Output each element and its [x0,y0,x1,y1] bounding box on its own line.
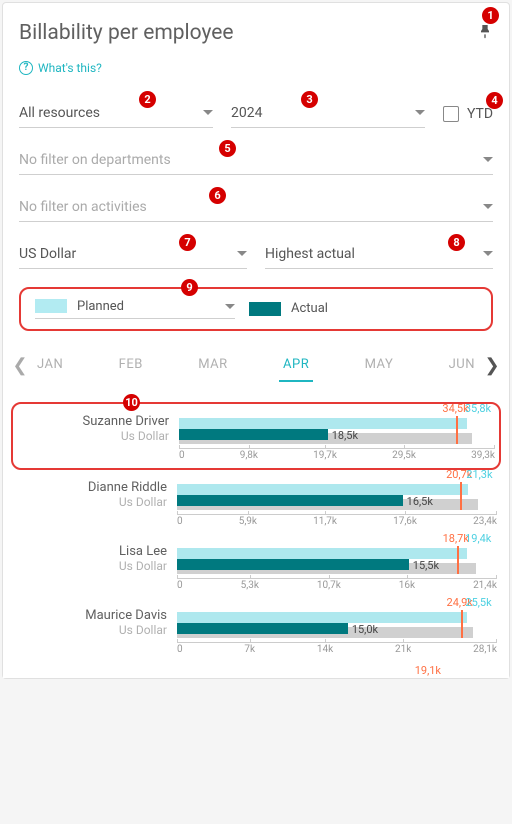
planned-label: Planned [77,299,215,314]
year-value: 2024 [231,105,262,121]
employee-row: Dianne RiddleUs Dollar20,7k21,3k16,5k05,… [11,470,501,534]
employee-chart-area: 10Suzanne DriverUs Dollar34,5k35,8k18,5k… [3,394,509,678]
employee-subtitle: Us Dollar [15,623,167,637]
help-icon: ? [19,61,33,75]
activity-value: No filter on activities [19,199,147,215]
employee-row: Maurice DavisUs Dollar24,9k25,5k15,0k07k… [11,598,501,662]
sort-value: Highest actual [265,246,355,262]
chevron-down-icon [483,251,493,256]
actual-value: 15,5k [413,559,439,572]
actual-value: 16,5k [407,495,433,508]
year-select[interactable]: 2024 3 [231,99,425,128]
axis: 05,9k11,7k17,6k23,4k [177,514,497,527]
sort-select[interactable]: Highest actual 8 [265,240,493,269]
planned-swatch [35,299,67,313]
employee-subtitle: Us Dollar [15,495,167,509]
chevron-down-icon [415,110,425,115]
target-value-peek: 19,1k [415,664,441,677]
callout-badge-3: 3 [301,91,318,108]
checkbox-icon [443,106,459,122]
actual-label: Actual [291,301,328,316]
callout-badge-2: 2 [139,91,156,108]
employee-name: Dianne Riddle [15,480,167,495]
chevron-down-icon [237,251,247,256]
resources-value: All resources [19,105,100,121]
legend-box: 9 Planned Actual [19,287,493,331]
month-tab-feb[interactable]: FEB [115,349,147,382]
month-selector: ❮ JAN FEB MAR APR MAY JUN ❯ [3,349,509,382]
employee-bar-chart: 24,9k25,5k15,0k07k14k21k28,1k [177,608,497,656]
currency-value: US Dollar [19,246,76,262]
axis: 09,8k19,7k29,5k39,3k [179,448,495,461]
employee-row: Lisa LeeUs Dollar18,7k19,4k15,5k05,3k10,… [11,534,501,598]
resources-select[interactable]: All resources 2 [19,99,213,128]
chevron-down-icon [483,204,493,209]
planned-value: 35,8k [465,402,491,415]
pin-icon[interactable] [477,26,493,45]
axis: 05,3k10,7k16k21,4k [177,578,497,591]
billability-card: Billability per employee 1 ? What's this… [2,2,510,679]
help-text: What's this? [38,61,102,75]
callout-badge-7: 7 [179,234,196,251]
help-link[interactable]: ? What's this? [19,61,102,75]
callout-badge-4: 4 [486,92,503,109]
callout-badge-9: 9 [181,279,198,296]
month-tab-jan[interactable]: JAN [33,349,67,382]
month-tab-mar[interactable]: MAR [194,349,231,382]
employee-bar-chart: 34,5k35,8k18,5k09,8k19,7k29,5k39,3k [179,414,495,462]
month-tab-jun[interactable]: JUN [445,349,479,382]
employee-name: Lisa Lee [15,544,167,559]
months-list: JAN FEB MAR APR MAY JUN [33,349,479,382]
employee-bar-chart: 18,7k19,4k15,5k05,3k10,7k16k21,4k [177,544,497,592]
chevron-down-icon [225,304,235,309]
employee-subtitle: Us Dollar [17,429,169,443]
employee-label: Lisa LeeUs Dollar [15,544,171,592]
month-tab-may[interactable]: MAY [361,349,398,382]
callout-badge-10: 10 [123,394,140,411]
planned-metric-select[interactable]: Planned [35,299,235,319]
chevron-down-icon [483,157,493,162]
actual-swatch [249,302,281,316]
actual-legend: Actual [249,301,328,316]
prev-month-arrow[interactable]: ❮ [7,355,33,376]
callout-badge-8: 8 [448,234,465,251]
activity-select[interactable]: No filter on activities 6 [19,193,493,222]
employee-name: Maurice Davis [15,608,167,623]
employee-label: Maurice DavisUs Dollar [15,608,171,656]
axis: 07k14k21k28,1k [177,642,497,655]
ytd-checkbox[interactable]: YTD 4 [443,106,493,128]
actual-value: 18,5k [332,429,358,442]
callout-badge-5: 5 [219,140,236,157]
employee-name: Suzanne Driver [17,414,169,429]
employee-bar-chart: 20,7k21,3k16,5k05,9k11,7k17,6k23,4k [177,480,497,528]
chevron-down-icon [203,110,213,115]
month-tab-apr[interactable]: APR [279,349,313,382]
department-value: No filter on departments [19,152,171,168]
callout-badge-6: 6 [209,187,226,204]
actual-value: 15,0k [352,623,378,636]
planned-value: 25,5k [465,596,491,609]
callout-badge-1: 1 [482,7,499,24]
employee-label: Dianne RiddleUs Dollar [15,480,171,528]
ytd-label: YTD [467,106,493,122]
card-title: Billability per employee [19,21,234,45]
currency-select[interactable]: US Dollar 7 [19,240,247,269]
department-select[interactable]: No filter on departments 5 [19,146,493,175]
next-month-arrow[interactable]: ❯ [479,355,505,376]
planned-value: 19,4k [465,532,491,545]
employee-row: 10Suzanne DriverUs Dollar34,5k35,8k18,5k… [11,402,501,470]
employee-subtitle: Us Dollar [15,559,167,573]
planned-value: 21,3k [466,468,492,481]
employee-label: Suzanne DriverUs Dollar [17,414,173,462]
